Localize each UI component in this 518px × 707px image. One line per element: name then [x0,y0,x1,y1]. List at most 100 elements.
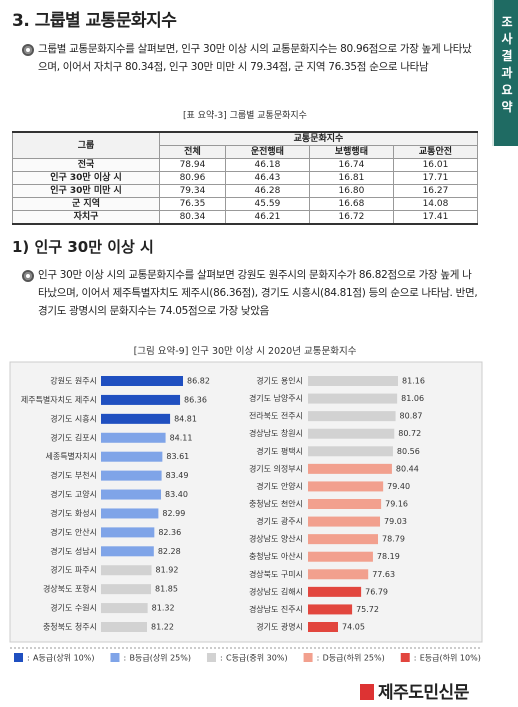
table-cell: 16.68 [308,197,394,211]
bullet [22,44,34,56]
bar-label: 경상남도 양산시 [249,534,303,544]
bar [101,508,159,519]
bar [308,446,393,457]
bar [101,527,155,538]
bar [308,411,396,422]
logo-text: 제주도민신문 [378,683,469,703]
table: 그룹 교통문화지수 전체 운전행태 보행행태 교통안전 전국 78.94 46.18 16.… [12,131,479,225]
bar-label: 경기도 시흥시 [50,413,97,423]
table-header: 교통안전 [392,145,479,159]
bar-label: 충청남도 아산시 [249,551,303,561]
bar-label: 경기도 광명시 [256,622,303,632]
bar-label: 경기도 부천시 [50,470,97,480]
value-label: 79.40 [387,482,410,491]
value-label: 78.19 [377,552,400,561]
value-label: 83.49 [166,471,189,480]
figure-background [9,361,483,643]
value-label: 83.61 [166,452,189,461]
bar-label: 경기도 광주시 [256,516,303,526]
legend-swatch [110,653,120,662]
bar-label: 충청북도 청주시 [43,623,97,632]
bar-label: 충청남도 천안시 [249,499,303,509]
legend-swatch [400,653,410,662]
figure-caption: [그림 요약-9] 인구 30만 이상 시 2020년 교통문화지수 [133,346,357,357]
value-label: 81.85 [155,585,178,594]
bar [308,604,353,615]
value-label: 81.16 [402,377,425,386]
bar [308,463,392,474]
table-row: 자치구 80.34 46.21 16.72 17.41 [12,210,479,225]
value-label: 76.79 [365,587,388,596]
value-label: 83.40 [165,490,188,499]
table-header: 운전행태 [224,145,310,159]
value-label: 80.56 [397,447,420,456]
value-label: 84.81 [174,414,197,423]
bar-label: 경상남도 진주시 [249,604,303,614]
bar-label: 경기도 화성시 [50,508,97,518]
bar-label: 경기도 성남시 [50,546,97,556]
bar [308,481,384,492]
bar-label: 경기도 안양시 [256,481,303,491]
bar-label: 경상남도 창원시 [249,428,303,438]
bar-label: 경기도 김포시 [50,432,97,442]
value-label: 86.36 [184,395,207,404]
bar [101,489,162,500]
bar-label: 경기도 파주시 [50,565,97,575]
legend-label: E등급(하위 10%) [420,653,481,663]
bar-label: 세종특별자치시 [45,451,97,461]
bar [101,394,181,405]
legend-label: B등급(상위 25%) [129,653,191,663]
bar-label: 경기도 평택시 [256,446,303,456]
bar [101,470,162,481]
value-label: 77.63 [372,570,395,579]
paragraph: 그룹별 교통문화지수를 살펴보면, 인구 30만 이상 시의 교통문화지수는 8… [38,43,472,73]
legend-colon: : [220,654,223,663]
bar-label: 경상남도 김해시 [249,586,303,596]
bar-label: 전라북도 전주시 [249,411,303,421]
table-cell: 17.41 [392,210,479,225]
bar [308,376,398,386]
value-label: 81.22 [151,623,174,632]
value-label: 80.87 [400,412,423,421]
bar [308,551,373,562]
table-cell: 군 지역 [12,197,160,211]
bar [101,622,147,632]
legend-label: D등급(하위 25%) [323,653,385,663]
value-label: 80.72 [398,429,421,438]
logo: 제주도민신문 [360,678,469,703]
bar [308,428,395,439]
bar-label: 제주특별자치도 제주시 [21,394,97,404]
side-tab-label: 조사결과요약 [501,15,513,114]
bar-label: 경기도 용인시 [256,376,303,386]
legend-colon: : [27,654,30,663]
bar [308,586,362,597]
table-cell: 인구 30만 미만 시 [12,184,160,198]
bar-label: 경기도 수원시 [50,603,97,613]
table-cell: 14.08 [392,197,479,211]
legend-label: A등급(상위 10%) [33,653,94,663]
table-cell: 자치구 [12,210,160,225]
bar [101,451,163,462]
legend-colon: : [123,654,126,663]
bar [101,413,171,424]
bar-label: 강원도 원주시 [50,376,97,386]
subsection-title: 1) 인구 30만 이상 시 [12,238,154,256]
table-header: 보행행태 [308,145,394,159]
bar [101,603,148,614]
paragraph: 인구 30만 이상 시의 교통문화지수를 살펴보면 강원도 원주시의 문화지수가… [38,269,478,317]
table-caption: [표 요약-3] 그룹별 교통문화지수 [183,111,307,121]
bar [101,546,154,557]
legend-colon: : [317,654,320,663]
bar [101,565,152,576]
side-tab: 조사결과요약 [492,0,518,146]
table-row: 군 지역 76.35 45.59 16.68 14.08 [12,197,479,211]
bar [308,393,398,404]
bar [308,569,369,580]
legend-swatch [14,653,23,662]
bullet [22,270,34,282]
bar-label: 경기도 안산시 [50,527,97,537]
legend-label: C등급(중위 30%) [226,654,288,663]
bar [101,584,152,595]
